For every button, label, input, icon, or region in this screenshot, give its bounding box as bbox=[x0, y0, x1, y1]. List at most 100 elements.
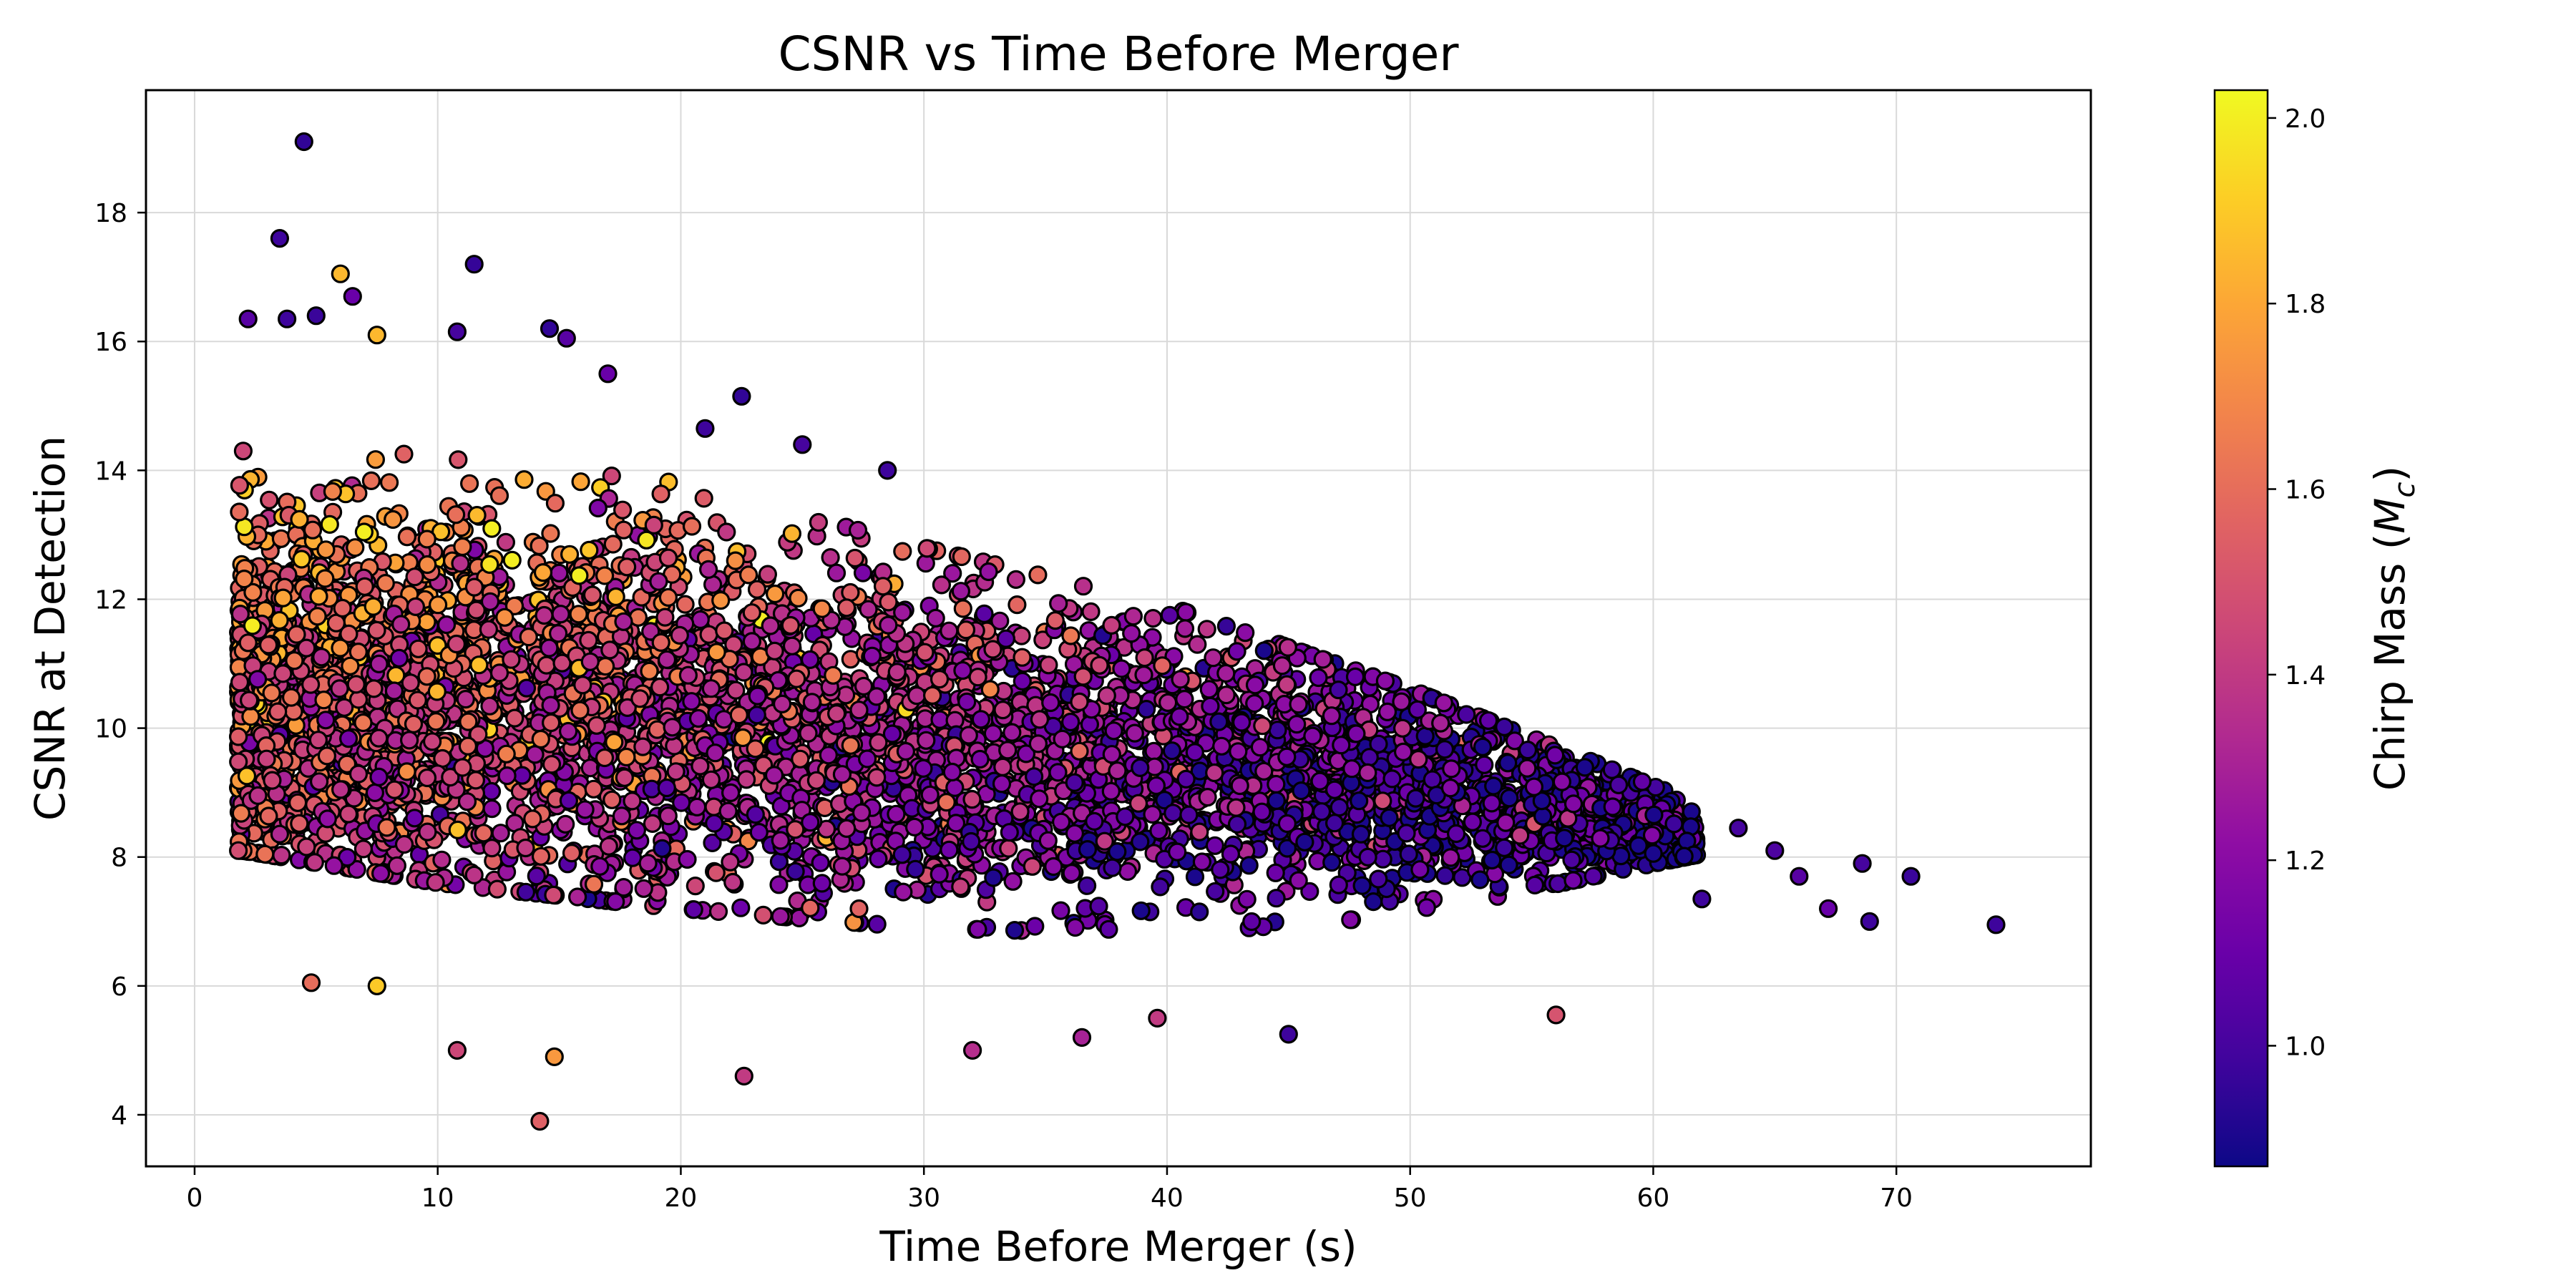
data-point bbox=[397, 762, 416, 781]
data-point bbox=[523, 809, 542, 829]
data-point bbox=[537, 655, 556, 675]
data-point bbox=[932, 575, 952, 595]
data-point bbox=[721, 783, 741, 803]
data-point bbox=[731, 898, 751, 917]
data-point bbox=[1341, 910, 1360, 930]
data-point bbox=[1602, 760, 1621, 779]
data-point bbox=[694, 489, 713, 508]
data-point bbox=[1185, 867, 1205, 887]
data-point bbox=[469, 725, 488, 744]
data-point bbox=[990, 611, 1010, 630]
data-point bbox=[1044, 857, 1063, 877]
data-point bbox=[968, 919, 987, 939]
data-point bbox=[952, 547, 971, 567]
data-point bbox=[1060, 712, 1080, 732]
data-point bbox=[959, 726, 978, 745]
data-point bbox=[682, 692, 701, 711]
data-point bbox=[1030, 789, 1049, 809]
data-point bbox=[812, 874, 831, 893]
data-point bbox=[1175, 619, 1195, 638]
data-point bbox=[1532, 791, 1551, 811]
data-point bbox=[614, 520, 633, 540]
data-point bbox=[627, 821, 647, 840]
data-point bbox=[316, 569, 335, 588]
data-point bbox=[930, 864, 949, 884]
data-point bbox=[231, 804, 250, 823]
data-point bbox=[1505, 731, 1524, 751]
data-point bbox=[1417, 898, 1436, 917]
data-point bbox=[259, 635, 278, 655]
data-point bbox=[401, 673, 420, 693]
data-point bbox=[1546, 746, 1565, 765]
data-point bbox=[457, 792, 477, 811]
data-point bbox=[943, 564, 962, 583]
data-point bbox=[1332, 736, 1351, 755]
data-point bbox=[1146, 776, 1166, 796]
data-point bbox=[957, 692, 977, 712]
data-point bbox=[894, 882, 913, 902]
data-point bbox=[799, 723, 818, 743]
data-point bbox=[993, 700, 1013, 720]
data-point bbox=[348, 690, 369, 709]
data-point bbox=[480, 696, 499, 716]
data-point bbox=[1473, 829, 1493, 848]
data-point bbox=[1104, 721, 1123, 741]
data-point bbox=[531, 847, 551, 866]
data-point bbox=[427, 682, 447, 701]
data-point bbox=[1103, 858, 1122, 877]
data-point bbox=[658, 548, 678, 567]
data-point bbox=[1591, 829, 1610, 848]
data-point bbox=[1434, 693, 1453, 713]
data-point bbox=[255, 844, 275, 864]
data-point bbox=[580, 758, 600, 778]
data-point bbox=[845, 548, 864, 568]
data-point bbox=[1431, 713, 1450, 733]
data-point bbox=[634, 879, 653, 898]
data-point bbox=[1441, 848, 1460, 867]
data-point bbox=[786, 862, 805, 882]
data-point bbox=[841, 582, 860, 602]
data-point bbox=[1190, 822, 1209, 841]
data-point bbox=[782, 524, 802, 543]
data-point bbox=[869, 733, 888, 752]
data-point bbox=[956, 620, 976, 640]
data-point bbox=[686, 876, 705, 896]
data-point bbox=[691, 756, 710, 776]
data-point bbox=[769, 875, 789, 894]
data-point bbox=[428, 595, 448, 615]
data-point bbox=[397, 527, 417, 547]
data-point bbox=[1463, 812, 1482, 831]
data-point bbox=[1313, 650, 1332, 669]
data-point bbox=[1609, 775, 1629, 795]
data-point bbox=[467, 505, 487, 525]
data-point bbox=[971, 710, 991, 729]
data-point bbox=[617, 747, 636, 767]
data-point bbox=[495, 608, 514, 627]
data-point bbox=[826, 563, 847, 582]
data-point bbox=[882, 724, 902, 743]
data-point bbox=[746, 739, 765, 758]
data-point bbox=[1175, 689, 1194, 709]
data-point bbox=[229, 727, 248, 746]
data-point bbox=[1267, 774, 1286, 794]
data-point bbox=[1158, 693, 1178, 713]
data-point bbox=[1254, 641, 1274, 660]
data-point bbox=[765, 641, 784, 661]
data-point bbox=[649, 572, 668, 591]
data-point bbox=[1205, 763, 1224, 783]
data-point bbox=[1116, 807, 1135, 826]
data-point bbox=[1407, 700, 1428, 719]
data-point bbox=[517, 678, 537, 698]
data-point bbox=[854, 676, 874, 696]
data-point bbox=[614, 877, 633, 897]
data-point bbox=[1470, 870, 1490, 889]
data-point bbox=[1277, 839, 1297, 858]
data-point bbox=[746, 805, 765, 824]
data-point bbox=[832, 857, 852, 876]
data-point bbox=[791, 749, 810, 769]
data-point bbox=[1358, 763, 1377, 783]
data-point bbox=[1226, 798, 1246, 817]
data-point bbox=[467, 600, 486, 620]
data-point bbox=[742, 632, 762, 651]
data-point bbox=[1435, 740, 1455, 759]
